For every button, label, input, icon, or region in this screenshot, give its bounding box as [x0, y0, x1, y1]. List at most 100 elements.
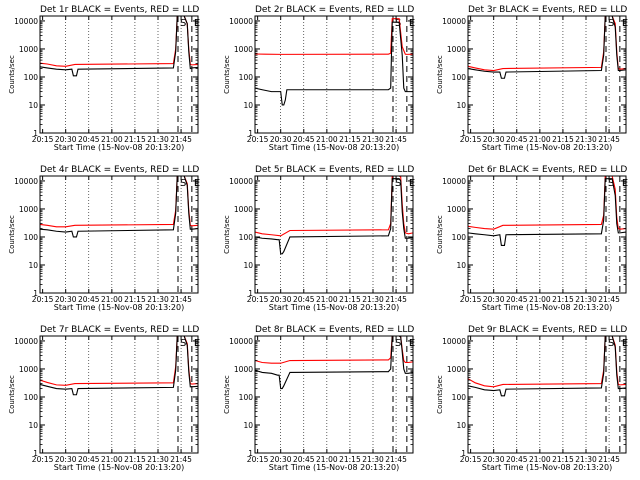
plot-frame [39, 335, 199, 454]
x-tick-label: 20:15 [460, 455, 482, 464]
y-tick-label: 10 [28, 101, 38, 110]
x-tick-label: 20:30 [55, 455, 77, 464]
y-tick-label: 100 [452, 393, 467, 402]
y-axis-label: Counts/sec [436, 375, 444, 414]
x-tick-label: 20:30 [270, 295, 292, 304]
y-tick-label: 1000 [19, 205, 38, 214]
plot-frame [467, 175, 627, 294]
plot-frame [39, 15, 199, 134]
x-tick-label: 21:00 [529, 455, 551, 464]
x-axis-label: Start Time (15-Nov-08 20:13:20) [54, 463, 184, 472]
panel-title: Det 2r BLACK = Events, RED = LLD [255, 5, 414, 15]
x-tick-label: 21:30 [575, 455, 597, 464]
x-tick-label: 20:15 [247, 295, 269, 304]
x-tick-label: 20:45 [78, 135, 100, 144]
x-tick-label: 21:45 [598, 135, 620, 144]
x-tick-label: 21:45 [385, 135, 407, 144]
series-events-line [254, 21, 413, 106]
x-tick-label: 21:30 [362, 455, 384, 464]
x-tick-label: 20:30 [55, 295, 77, 304]
y-tick-label: 100 [24, 73, 39, 82]
x-tick-label: 21:15 [124, 295, 146, 304]
x-tick-label: 21:15 [124, 135, 146, 144]
y-tick-label: 10000 [14, 17, 38, 26]
x-tick-label: 21:30 [362, 295, 384, 304]
x-tick-label: 20:30 [483, 135, 505, 144]
x-tick-label: 21:15 [552, 295, 574, 304]
x-tick-label: 20:30 [270, 135, 292, 144]
x-tick-label: 21:30 [147, 455, 169, 464]
y-tick-label: 10000 [229, 177, 253, 186]
plot-frame [467, 335, 627, 454]
marker-label: S [608, 18, 614, 29]
x-tick-label: 21:30 [362, 135, 384, 144]
plot-frame [254, 15, 414, 134]
y-tick-label: 10000 [442, 17, 466, 26]
y-tick-label: 1 [33, 449, 38, 458]
x-tick-label: 20:15 [32, 455, 54, 464]
x-tick-label: 21:30 [147, 135, 169, 144]
series-events-line [467, 15, 627, 79]
panel-title: Det 8r BLACK = Events, RED = LLD [255, 325, 414, 335]
x-tick-label: 21:45 [170, 295, 192, 304]
x-tick-label: 21:45 [385, 455, 407, 464]
x-tick-label: 21:00 [529, 295, 551, 304]
y-tick-label: 1 [248, 289, 253, 298]
y-tick-label: 1000 [19, 45, 38, 54]
x-tick-label: 20:30 [483, 295, 505, 304]
y-tick-label: 10 [456, 101, 466, 110]
plot-frame [467, 15, 627, 134]
marker-label: S [395, 18, 401, 29]
marker-label: S [395, 178, 401, 189]
y-tick-label: 10 [28, 261, 38, 270]
y-tick-label: 1 [33, 289, 38, 298]
panel-title: Det 5r BLACK = Events, RED = LLD [255, 165, 414, 175]
x-tick-label: 20:30 [270, 455, 292, 464]
y-tick-label: 10 [456, 261, 466, 270]
marker-label: S [608, 338, 614, 349]
y-tick-label: 1000 [234, 205, 253, 214]
x-tick-label: 20:30 [483, 455, 505, 464]
x-tick-label: 20:45 [293, 295, 315, 304]
panel-title: Det 1r BLACK = Events, RED = LLD [40, 5, 199, 15]
series-events-line [254, 178, 414, 255]
x-tick-label: 21:00 [316, 135, 338, 144]
x-tick-label: 21:00 [316, 295, 338, 304]
panel-title: Det 4r BLACK = Events, RED = LLD [40, 165, 199, 175]
y-tick-label: 1000 [447, 365, 466, 374]
plot-frame [254, 175, 414, 294]
y-tick-label: 100 [239, 393, 254, 402]
x-tick-label: 21:15 [339, 295, 361, 304]
x-axis-label: Start Time (15-Nov-08 20:13:20) [54, 303, 184, 312]
y-tick-label: 10 [243, 261, 253, 270]
y-tick-label: 10 [243, 421, 253, 430]
x-tick-label: 21:00 [101, 455, 123, 464]
y-tick-label: 10000 [442, 177, 466, 186]
x-tick-label: 21:30 [147, 295, 169, 304]
y-tick-label: 10 [456, 421, 466, 430]
y-tick-label: 10000 [229, 337, 253, 346]
x-tick-label: 21:45 [598, 295, 620, 304]
x-tick-label: 20:45 [506, 135, 528, 144]
series-events-line [39, 335, 199, 396]
y-tick-label: 100 [239, 73, 254, 82]
y-tick-label: 1 [248, 129, 253, 138]
x-axis-label: Start Time (15-Nov-08 20:13:20) [269, 303, 399, 312]
y-axis-label: Counts/sec [8, 55, 16, 94]
y-tick-label: 10000 [229, 17, 253, 26]
y-tick-label: 100 [239, 233, 254, 242]
x-tick-label: 21:00 [101, 295, 123, 304]
x-tick-label: 20:15 [247, 135, 269, 144]
x-tick-label: 20:30 [55, 135, 77, 144]
y-tick-label: 1 [461, 449, 466, 458]
plot-frame [254, 335, 414, 454]
x-tick-label: 21:00 [529, 135, 551, 144]
